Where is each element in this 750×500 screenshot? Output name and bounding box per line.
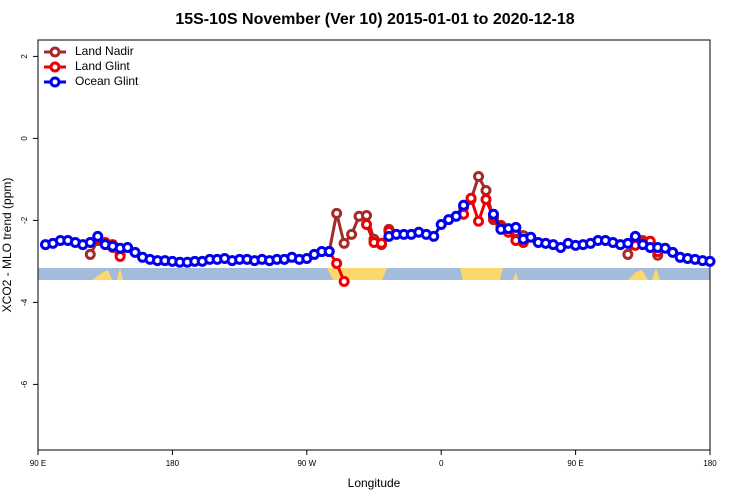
- x-tick-label: 90 W: [297, 459, 316, 468]
- data-point: [129, 246, 141, 258]
- x-tick-label: 90 E: [30, 459, 46, 468]
- data-point: [338, 275, 350, 287]
- data-point: [487, 208, 499, 220]
- land-patch: [513, 272, 518, 280]
- y-tick-label: 2: [20, 54, 29, 59]
- legend-label: Land Glint: [75, 59, 130, 73]
- data-point: [122, 241, 134, 253]
- y-axis-title: XCO2 - MLO trend (ppm): [0, 178, 14, 313]
- data-point: [480, 193, 492, 205]
- data-point: [331, 257, 343, 269]
- data-point: [84, 237, 96, 249]
- x-tick-label: 180: [166, 459, 180, 468]
- legend-marker: [49, 46, 61, 58]
- y-tick-label: -4: [20, 298, 29, 306]
- data-point: [84, 248, 96, 260]
- data-point: [622, 248, 634, 260]
- y-tick-label: -2: [20, 216, 29, 224]
- legend-marker: [49, 61, 61, 73]
- data-point: [450, 210, 462, 222]
- x-tick-label: 180: [703, 459, 717, 468]
- legend-label: Ocean Glint: [75, 74, 139, 88]
- land-patch: [117, 268, 123, 280]
- data-point: [465, 192, 477, 204]
- legend-label: Land Nadir: [75, 44, 134, 58]
- data-point: [435, 219, 447, 230]
- data-point: [629, 230, 641, 242]
- data-point: [92, 230, 104, 242]
- data-point: [473, 215, 485, 227]
- data-point: [428, 230, 440, 242]
- chart-title: 15S-10S November (Ver 10) 2015-01-01 to …: [175, 11, 574, 28]
- land-patch: [92, 270, 112, 280]
- land-patch: [327, 268, 387, 280]
- data-point: [510, 221, 522, 233]
- land-patch: [628, 270, 648, 280]
- land-patch: [460, 268, 503, 280]
- plot-frame: [37, 39, 711, 451]
- data-point: [331, 207, 343, 219]
- y-tick-label: -6: [20, 380, 29, 388]
- data-point: [622, 237, 634, 249]
- data-point: [361, 209, 373, 221]
- data-point: [375, 237, 387, 249]
- data-point: [480, 184, 492, 196]
- y-tick-label: 0: [20, 136, 29, 141]
- data-point: [667, 246, 679, 258]
- land-ocean-strip: [38, 268, 710, 280]
- x-tick-label: 90 E: [567, 459, 583, 468]
- legend-marker: [49, 76, 61, 88]
- x-tick-label: 0: [439, 459, 444, 468]
- data-point: [346, 228, 358, 240]
- series: [39, 199, 716, 268]
- land-patch: [652, 268, 660, 280]
- data-point: [704, 255, 716, 267]
- data-point: [338, 237, 350, 249]
- x-axis-title: Longitude: [348, 476, 401, 490]
- data-point: [361, 219, 373, 230]
- data-point: [458, 199, 470, 211]
- data-point: [323, 246, 335, 258]
- data-point: [473, 171, 485, 183]
- data-point: [525, 231, 537, 243]
